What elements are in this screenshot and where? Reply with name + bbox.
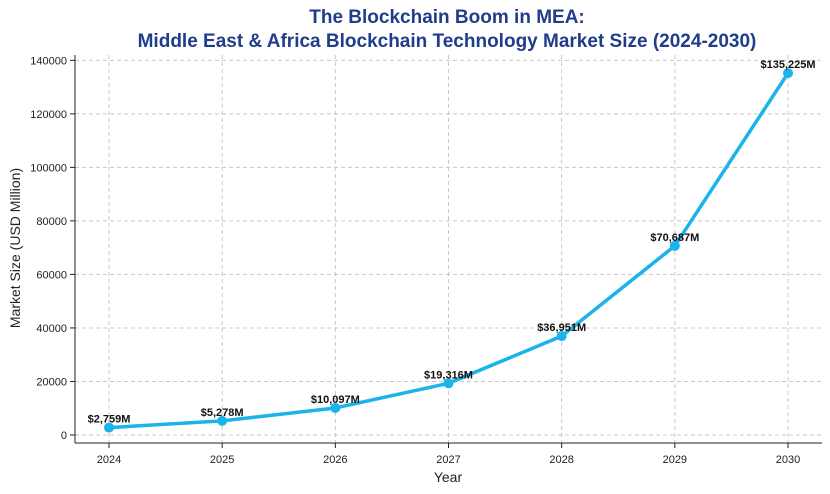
y-tick-label: 20000 (36, 376, 67, 388)
data-label: $5,278M (201, 407, 244, 419)
data-point (556, 331, 567, 342)
x-tick-label: 2024 (97, 454, 121, 466)
y-tick-label: 120000 (30, 109, 67, 121)
x-tick-label: 2030 (776, 454, 800, 466)
chart-subtitle: Middle East & Africa Blockchain Technolo… (138, 31, 757, 52)
y-tick-label: 80000 (36, 216, 67, 228)
data-labels: $2,759M $5,278M $10,097M $19,316M $36,951M $7… (88, 59, 816, 425)
data-label: $135,225M (760, 59, 815, 71)
data-point (217, 415, 228, 426)
data-point (104, 422, 114, 433)
y-tick-label: 40000 (36, 323, 67, 335)
x-tick-label: 2025 (210, 454, 234, 466)
data-label: $2,759M (88, 414, 131, 426)
x-tick-label: 2028 (549, 454, 573, 466)
x-tick-label: 2027 (436, 454, 460, 466)
data-label: $10,097M (311, 394, 360, 406)
y-axis-label: Market Size (USD Million) (7, 168, 23, 328)
y-tick-label: 0 (61, 430, 67, 442)
series (104, 68, 793, 433)
data-label: $70,687M (650, 232, 699, 244)
ticks: 0 20000 40000 60000 80000 100000 120000 140000 2… (30, 55, 800, 466)
data-point (783, 68, 793, 79)
x-axis-label: Year (434, 469, 463, 485)
y-tick-label: 100000 (30, 162, 67, 174)
data-point (443, 378, 454, 389)
data-label: $19,316M (424, 369, 473, 381)
data-point (330, 402, 341, 413)
x-tick-label: 2029 (663, 454, 687, 466)
y-tick-label: 60000 (36, 269, 67, 281)
y-tick-label: 140000 (30, 55, 67, 67)
x-tick-label: 2026 (323, 454, 347, 466)
data-label: $36,951M (537, 322, 586, 334)
chart-title: The Blockchain Boom in MEA: (309, 7, 585, 28)
data-point (669, 240, 680, 251)
